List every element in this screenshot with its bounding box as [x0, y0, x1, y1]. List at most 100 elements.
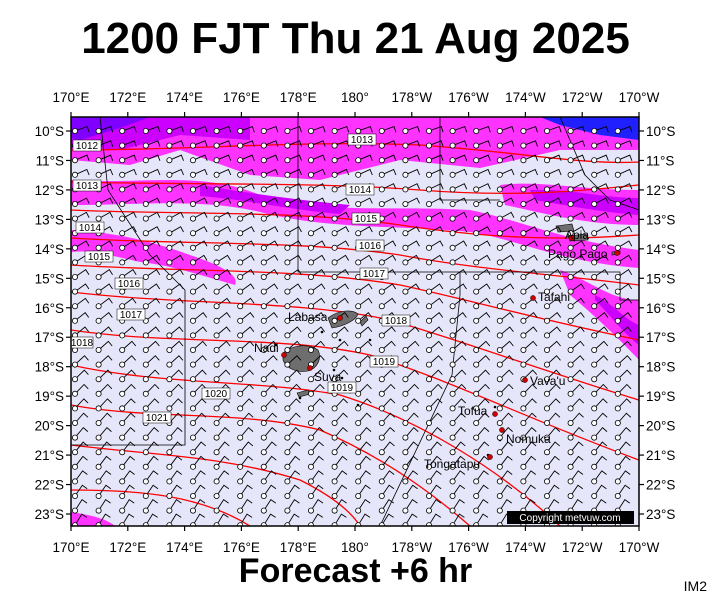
barb-station	[449, 303, 456, 310]
barb-station	[591, 492, 598, 499]
barb-shaft	[358, 154, 373, 161]
barb-station	[142, 376, 149, 383]
barb-station	[378, 522, 385, 526]
barb-station	[237, 405, 244, 412]
barb-shaft	[546, 168, 562, 176]
barb-station	[331, 361, 338, 368]
isobar	[71, 364, 561, 526]
barb-shaft	[523, 197, 538, 205]
barb-station	[425, 273, 432, 280]
barb-shaft	[428, 426, 443, 438]
barb-station	[355, 346, 362, 353]
barb-shaft	[169, 297, 184, 307]
barb-station	[402, 200, 409, 207]
barb-shaft	[334, 254, 350, 263]
barb-shaft	[263, 426, 277, 438]
barb-station	[496, 317, 503, 324]
barb-station	[402, 478, 409, 485]
barb-station	[166, 376, 173, 383]
barb-shaft	[192, 283, 208, 292]
barb-shaft	[570, 283, 585, 292]
barb-station	[520, 346, 527, 353]
barb-station	[425, 405, 432, 412]
lat-label: 19°S	[646, 389, 675, 404]
barb-shaft	[428, 183, 444, 190]
barb-shaft	[121, 297, 137, 307]
barb-shaft	[381, 240, 397, 249]
barb-shaft	[381, 383, 396, 395]
barb-shaft	[239, 499, 253, 511]
lon-label: 170°E	[53, 540, 90, 555]
barb-station	[142, 405, 149, 412]
barb-shaft	[357, 297, 373, 307]
barb-station	[95, 244, 102, 251]
barb-shaft	[523, 211, 538, 219]
barb-station	[213, 186, 220, 193]
barb-station	[307, 390, 314, 397]
barb-station	[520, 157, 527, 164]
barb-station	[567, 157, 574, 164]
barb-station	[284, 200, 291, 207]
barb-station	[189, 186, 196, 193]
barb-shaft	[546, 326, 562, 336]
barb-shaft	[617, 398, 632, 409]
barb-shaft	[357, 226, 373, 234]
barb-station	[425, 332, 432, 339]
isobar	[71, 142, 639, 164]
map-title: 1200 FJT Thu 21 Aug 2025	[81, 14, 630, 63]
barb-station	[166, 463, 173, 470]
barb-shaft	[287, 168, 302, 176]
barb-shaft	[617, 484, 631, 497]
barb-station	[189, 405, 196, 412]
barb-station	[473, 127, 480, 134]
barb-station	[213, 259, 220, 266]
barb-station	[425, 186, 432, 193]
barb-shaft	[74, 240, 90, 249]
barb-shaft	[593, 426, 608, 438]
barb-shaft	[334, 441, 348, 453]
barb-station	[355, 419, 362, 426]
copyright-box: Copyright metvuw.com	[507, 511, 634, 524]
barb-station	[591, 434, 598, 441]
barb-station	[142, 449, 149, 456]
barb-station	[260, 157, 267, 164]
barb-shaft	[475, 283, 491, 292]
barb-shaft	[523, 412, 537, 424]
barb-station	[331, 346, 338, 353]
barb-station	[614, 230, 621, 237]
town-marker	[492, 411, 498, 417]
barb-shaft	[617, 226, 633, 234]
isobar-label: 1020	[201, 387, 231, 400]
barb-station	[237, 142, 244, 149]
barb-station	[449, 230, 456, 237]
barb-station	[260, 186, 267, 193]
barb-shaft	[145, 398, 160, 409]
barb-shaft	[121, 484, 135, 497]
lon-label: 176°E	[223, 540, 260, 555]
barb-shaft	[240, 125, 255, 133]
barb-shaft	[192, 269, 208, 278]
barb-shaft	[310, 140, 326, 147]
barb-shaft	[452, 499, 465, 511]
barb-station	[567, 332, 574, 339]
barb-station	[119, 405, 126, 412]
barb-shaft	[121, 441, 136, 453]
barb-station	[284, 434, 291, 441]
barb-station	[260, 478, 267, 485]
barb-station	[520, 215, 527, 222]
barb-station	[425, 142, 432, 149]
barb-shaft	[145, 470, 159, 482]
barb-shaft	[405, 240, 420, 249]
barb-station	[378, 492, 385, 499]
barb-station	[402, 142, 409, 149]
barb-station	[284, 478, 291, 485]
barb-shaft	[192, 168, 208, 176]
barb-station	[237, 288, 244, 295]
barb-shaft	[263, 499, 277, 511]
barb-shaft	[145, 211, 161, 219]
barb-station	[72, 215, 79, 222]
barb-shaft	[287, 254, 302, 263]
barb-shaft	[169, 197, 184, 205]
barb-station	[520, 317, 527, 324]
barb-shaft	[334, 154, 350, 161]
